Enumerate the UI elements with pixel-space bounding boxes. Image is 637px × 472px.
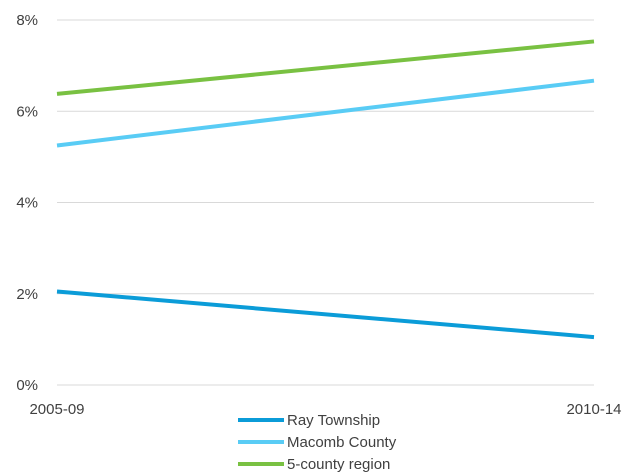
legend: Ray Township Macomb County 5-county region <box>238 412 397 472</box>
x-axis-tick-labels: 2005-09 2010-14 <box>29 401 621 418</box>
legend-label-macomb-county: Macomb County <box>287 434 397 451</box>
gridlines <box>57 19 594 386</box>
series-line-macomb-county <box>56 78 595 148</box>
x-tick-label: 2010-14 <box>566 401 621 418</box>
y-axis-tick-labels: 0% 2% 4% 6% 8% <box>16 12 38 394</box>
series-lines <box>56 39 595 340</box>
y-tick-label: 6% <box>16 103 38 120</box>
y-tick-label: 0% <box>16 377 38 394</box>
y-tick-label: 4% <box>16 195 38 212</box>
legend-label-5-county-region: 5-county region <box>287 456 390 472</box>
x-tick-label: 2005-09 <box>29 401 84 418</box>
y-tick-label: 2% <box>16 286 38 303</box>
legend-label-ray-township: Ray Township <box>287 412 380 429</box>
series-line-ray-township <box>56 289 595 340</box>
y-tick-label: 8% <box>16 12 38 29</box>
series-line-5-county-region <box>56 39 595 96</box>
